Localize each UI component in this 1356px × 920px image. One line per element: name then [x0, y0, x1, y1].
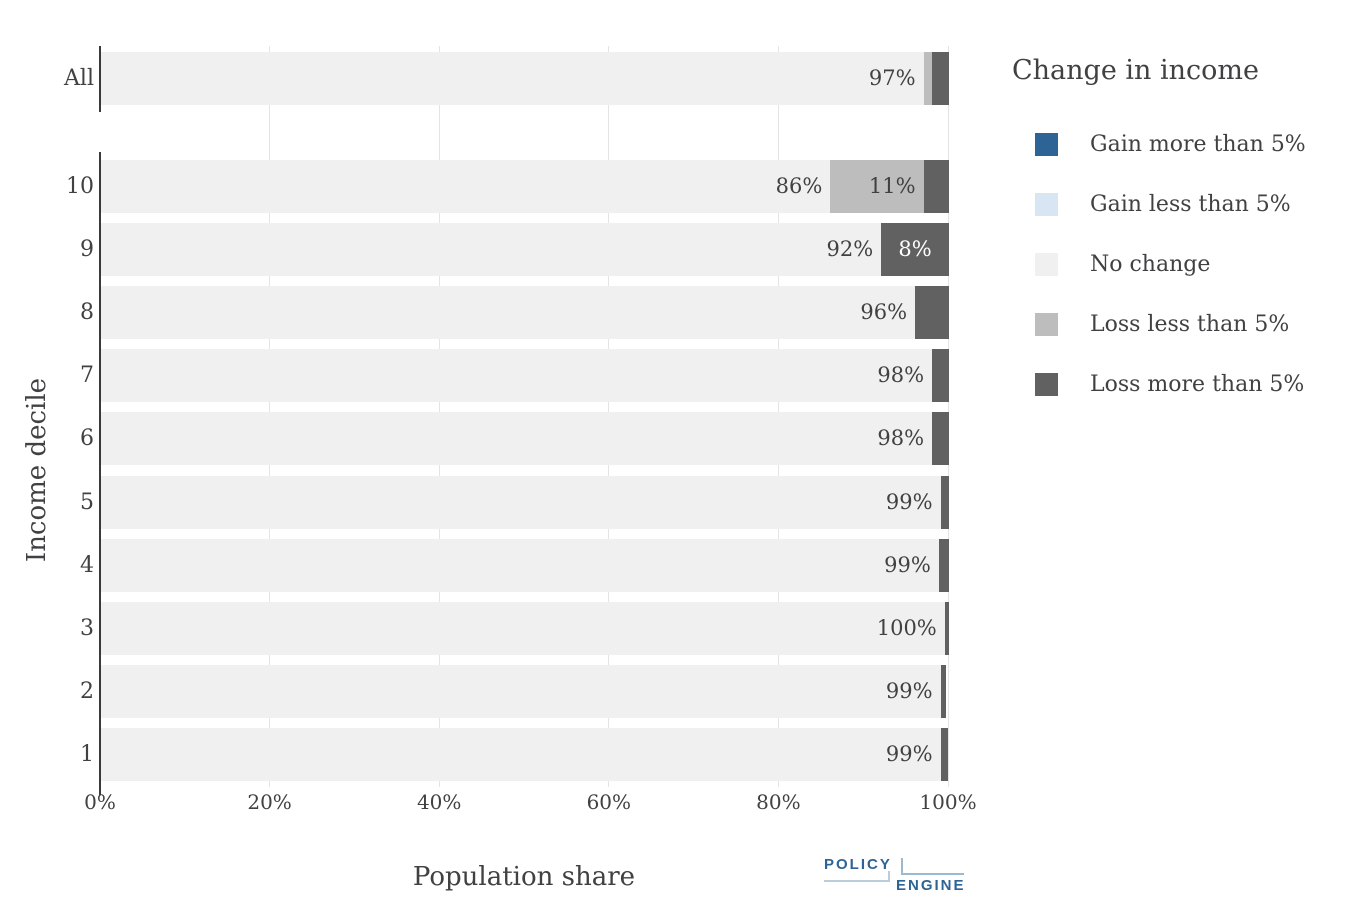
x-axis-title: Population share: [412, 862, 636, 892]
bar-segment-loss_more_5[interactable]: [938, 538, 949, 592]
x-tick-label: 40%: [416, 790, 462, 814]
bar-value-label: 92%: [826, 236, 874, 261]
bar-segment-no_change[interactable]: [101, 51, 924, 105]
legend-swatch-gain_more_5: [1035, 133, 1058, 156]
policyengine-logo: POLICY ENGINE: [824, 856, 964, 898]
legend-title: Change in income: [1012, 55, 1259, 86]
bar-value-label: 96%: [860, 299, 908, 324]
legend-item-gain_more_5[interactable]: Gain more than 5%: [1012, 132, 1348, 157]
logo-line-top: [901, 858, 964, 875]
bar-segment-loss_more_5[interactable]: [915, 285, 949, 339]
legend-item-gain_less_5[interactable]: Gain less than 5%: [1012, 192, 1348, 217]
x-axis-zero-tick: [99, 787, 101, 795]
legend: Change in income Gain more than 5% Gain l…: [1012, 55, 1348, 432]
bar-segment-no_change[interactable]: [101, 538, 939, 592]
legend-items: Gain more than 5% Gain less than 5% No cha…: [1012, 132, 1348, 397]
x-tick-label: 100%: [919, 790, 977, 814]
bar-row: 96%: [101, 285, 949, 339]
x-tick-label: 80%: [756, 790, 801, 814]
y-axis-line-deciles: [99, 152, 101, 787]
legend-swatch-loss_more_5: [1035, 373, 1058, 396]
y-tick-label: All: [64, 65, 94, 91]
y-tick-label: 2: [80, 679, 94, 705]
bar-row: 99%: [101, 728, 949, 782]
bar-value-label: 97%: [868, 65, 916, 90]
legend-item-label: Loss less than 5%: [1090, 312, 1290, 337]
bar-row: 86% 11%: [101, 159, 949, 213]
bar-row: 100%: [101, 601, 949, 655]
legend-item-label: Gain more than 5%: [1090, 132, 1306, 157]
bar-row: 97%: [101, 51, 949, 105]
y-axis-title: Income decile: [22, 377, 52, 563]
legend-swatch-gain_less_5: [1035, 193, 1058, 216]
y-tick-label: 7: [80, 363, 94, 389]
bar-segment-no_change[interactable]: [101, 728, 941, 782]
y-axis-line-all: [99, 46, 101, 112]
bar-segment-no_change[interactable]: [101, 475, 941, 529]
bar-segment-loss_more_5[interactable]: [932, 412, 949, 466]
bar-value-label: 99%: [884, 552, 931, 577]
y-tick-label: 9: [80, 236, 94, 262]
bar-segment-loss_more_5[interactable]: [940, 475, 949, 529]
y-tick-label: 4: [80, 552, 94, 578]
bar-value-label: 11%: [868, 173, 916, 198]
bar-segment-loss_less_5[interactable]: [830, 159, 924, 213]
bar-row: 98%: [101, 412, 949, 466]
bar-segment-loss_more_5[interactable]: [923, 159, 949, 213]
bar-segment-loss_less_5[interactable]: [923, 51, 933, 105]
bar-value-label: 8%: [898, 236, 932, 261]
legend-item-label: Gain less than 5%: [1090, 192, 1291, 217]
y-tick-label: 1: [80, 742, 94, 768]
x-tick-label: 20%: [247, 790, 292, 814]
x-tick-label: 60%: [586, 790, 632, 814]
legend-item-label: No change: [1090, 252, 1211, 277]
legend-item-label: Loss more than 5%: [1090, 372, 1305, 397]
bar-segment-no_change[interactable]: [101, 222, 882, 276]
bar-segment-no_change[interactable]: [101, 412, 933, 466]
bar-segment-no_change[interactable]: [101, 349, 933, 403]
legend-item-loss_less_5[interactable]: Loss less than 5%: [1012, 312, 1348, 337]
bar-segment-no_change[interactable]: [101, 665, 941, 719]
bar-segment-loss_more_5[interactable]: [940, 728, 949, 782]
bar-value-label: 99%: [885, 742, 933, 767]
bar-segment-loss_more_5[interactable]: [932, 51, 949, 105]
legend-swatch-loss_less_5: [1035, 313, 1058, 336]
bar-row: 99%: [101, 538, 949, 592]
legend-item-no_change[interactable]: No change: [1012, 252, 1348, 277]
bar-segment-no_change[interactable]: [101, 601, 945, 655]
legend-swatch-no_change: [1035, 253, 1058, 276]
bar-segment-loss_more_5[interactable]: [932, 349, 949, 403]
bar-value-label: 98%: [877, 363, 925, 388]
logo-text-engine: ENGINE: [896, 877, 966, 894]
bar-value-label: 99%: [885, 679, 933, 704]
logo-line-bottom: [824, 871, 890, 882]
legend-item-loss_more_5[interactable]: Loss more than 5%: [1012, 372, 1348, 397]
bar-segment-loss_more_5[interactable]: [944, 601, 949, 655]
logo-text-policy: POLICY: [824, 856, 892, 873]
y-tick-label: 8: [80, 299, 94, 325]
bar-segment-no_change[interactable]: [101, 285, 916, 339]
bar-value-label: 98%: [877, 426, 925, 451]
bar-value-label: 100%: [876, 615, 937, 640]
bar-segment-loss_more_5[interactable]: [940, 665, 947, 719]
y-tick-label: 5: [80, 489, 94, 515]
y-tick-label: 3: [80, 615, 94, 641]
bar-value-label: 86%: [775, 173, 823, 198]
bar-segment-no_change[interactable]: [101, 159, 831, 213]
y-tick-label: 6: [80, 426, 94, 452]
bar-row: 99%: [101, 475, 949, 529]
bar-value-label: 99%: [885, 489, 933, 514]
bar-row: 92% 8%: [101, 222, 949, 276]
bar-segment-loss_more_5[interactable]: [881, 222, 949, 276]
bar-row: 99%: [101, 665, 949, 719]
bar-row: 98%: [101, 349, 949, 403]
y-tick-label: 10: [66, 173, 94, 199]
